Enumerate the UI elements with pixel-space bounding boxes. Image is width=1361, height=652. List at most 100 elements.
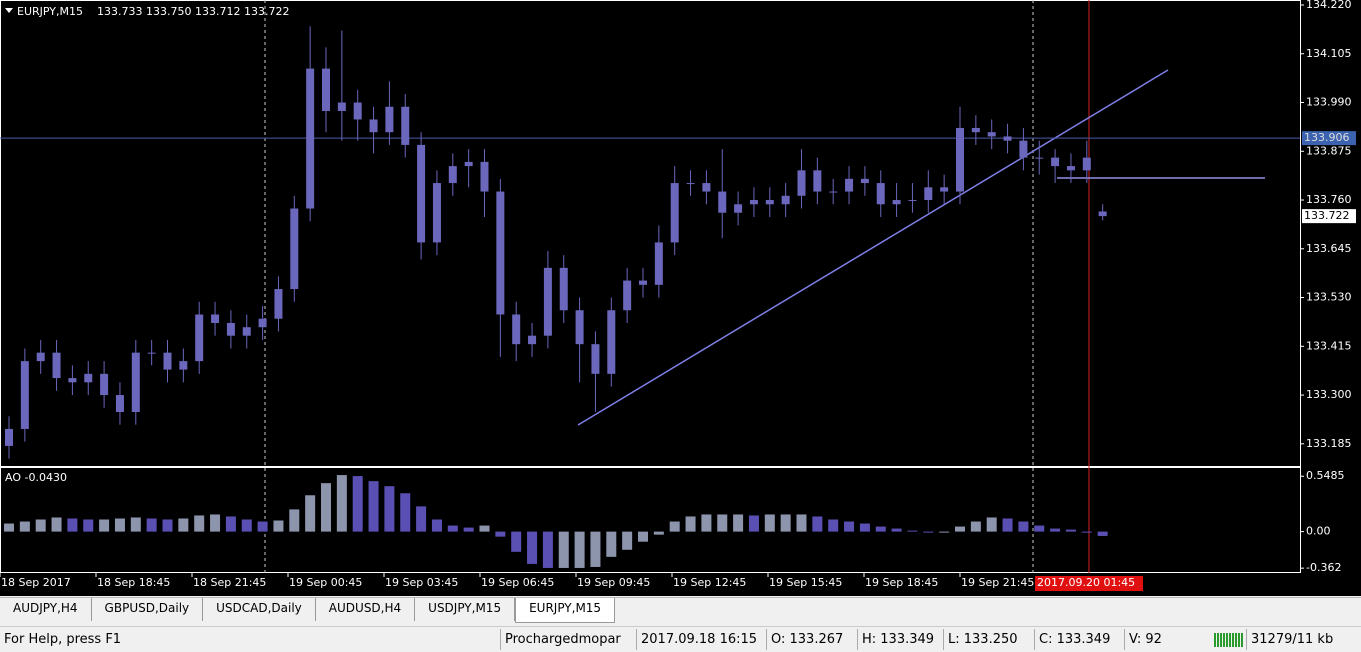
candle-body (670, 183, 679, 243)
y-tick-label: 133.300 (1306, 388, 1352, 401)
ao-bar (146, 518, 157, 532)
chart-tab[interactable]: USDJPY,M15 (415, 598, 516, 621)
current-price: 133.722 (1304, 209, 1350, 222)
y-tick-label: 133.415 (1306, 339, 1352, 352)
candle-body (639, 280, 647, 285)
ao-bar (130, 517, 141, 532)
y-tick-label: -0.362 (1306, 561, 1341, 574)
ao-title: AO -0.0430 (5, 471, 67, 484)
collapse-arrow[interactable] (5, 8, 13, 13)
candle-body (971, 127, 980, 133)
candle-body (543, 267, 552, 336)
ao-bar (273, 520, 284, 532)
ao-bar (796, 514, 807, 532)
candle-body (5, 428, 13, 446)
ao-bar (574, 531, 585, 568)
y-tick-label: 134.220 (1306, 0, 1352, 11)
price-label: 133.906 (1304, 131, 1350, 144)
ao-bar (875, 526, 886, 532)
candle-body (654, 242, 663, 285)
candle-body (829, 191, 838, 193)
connection-meter (1214, 633, 1244, 647)
candle-body (575, 310, 584, 345)
candle-body (987, 132, 996, 137)
status-bar: For Help, press F1 Prochargedmopar 2017.09… (0, 626, 1361, 652)
candle-body (115, 395, 124, 413)
candle-body (1098, 211, 1107, 217)
status-cell: V: 92 (1124, 629, 1162, 650)
ao-bar (1097, 531, 1108, 536)
candle-body (718, 191, 727, 213)
x-tick-label: 19 Sep 21:45 (961, 576, 1034, 589)
chart-tab[interactable]: GBPUSD,Daily (92, 598, 204, 621)
candle-body (36, 352, 45, 362)
chart-tab[interactable]: AUDJPY,H4 (0, 598, 92, 621)
ao-bar (1018, 521, 1029, 532)
status-cell: Prochargedmopar (500, 629, 621, 650)
ao-bar (653, 531, 664, 535)
ao-bar (1081, 531, 1092, 533)
x-tick-label: 18 Sep 2017 (1, 576, 71, 589)
chart-tab[interactable]: USDCAD,Daily (203, 598, 316, 621)
y-tick-label: 133.185 (1306, 437, 1352, 450)
ao-bar (1034, 525, 1045, 532)
chart-tab[interactable]: AUDUSD,H4 (316, 598, 416, 621)
candle-body (908, 200, 917, 202)
ao-bar (939, 531, 950, 533)
y-tick-label: 0.5485 (1306, 469, 1345, 482)
ao-bar (495, 531, 506, 537)
ao-frame (0, 467, 1301, 573)
candle-body (322, 68, 330, 111)
candle-body (432, 183, 441, 243)
ao-bar (225, 516, 236, 532)
ao-bar (970, 521, 981, 532)
candle-body (353, 102, 362, 120)
ao-bar (844, 521, 855, 532)
ao-bar (321, 483, 331, 532)
ao-bar (859, 523, 870, 532)
ao-bar (51, 517, 62, 532)
candle-body (956, 127, 964, 192)
ao-bar (463, 527, 474, 532)
ao-bar (542, 531, 553, 568)
price-label-box (1302, 131, 1356, 146)
ao-bar (685, 516, 696, 532)
candle-body (1003, 136, 1012, 141)
ao-bar (99, 519, 110, 532)
candle-body (52, 352, 61, 379)
candle-body (686, 183, 695, 185)
y-tick-label: 134.105 (1306, 47, 1352, 60)
candle-body (131, 352, 140, 413)
candle-body (242, 327, 251, 336)
candle-body (401, 106, 410, 145)
x-tick-label: 19 Sep 09:45 (577, 576, 650, 589)
candle-body (1082, 157, 1091, 171)
x-tick-label: 18 Sep 18:45 (97, 576, 170, 589)
candle-body (464, 161, 473, 167)
ao-bar (19, 521, 30, 532)
tab-bar: AUDJPY,H4 GBPUSD,Daily USDCAD,Daily AUDUSD,… (0, 597, 1361, 623)
candle-body (591, 344, 600, 374)
candle-body (496, 191, 505, 315)
candle-body (448, 166, 457, 184)
candle-body (892, 200, 901, 205)
candle-body (290, 208, 299, 290)
y-tick-label: 133.760 (1306, 193, 1352, 206)
x-tick-label: 19 Sep 06:45 (481, 576, 554, 589)
candle-body (1019, 140, 1028, 158)
ao-bar (416, 506, 427, 532)
candle-body (100, 373, 109, 396)
ao-bar (748, 515, 759, 532)
candle-body (845, 178, 854, 192)
ao-bar (955, 526, 965, 532)
candle-body (876, 183, 885, 205)
ao-bar (83, 519, 94, 532)
ao-bar (257, 521, 268, 532)
chart-tab[interactable]: EURJPY,M15 (515, 598, 616, 623)
ao-bar (764, 514, 775, 532)
symbol-title: EURJPY,M15 (17, 5, 83, 18)
ao-bar (210, 514, 221, 532)
ao-bar (4, 523, 14, 532)
ao-bar (479, 525, 490, 532)
